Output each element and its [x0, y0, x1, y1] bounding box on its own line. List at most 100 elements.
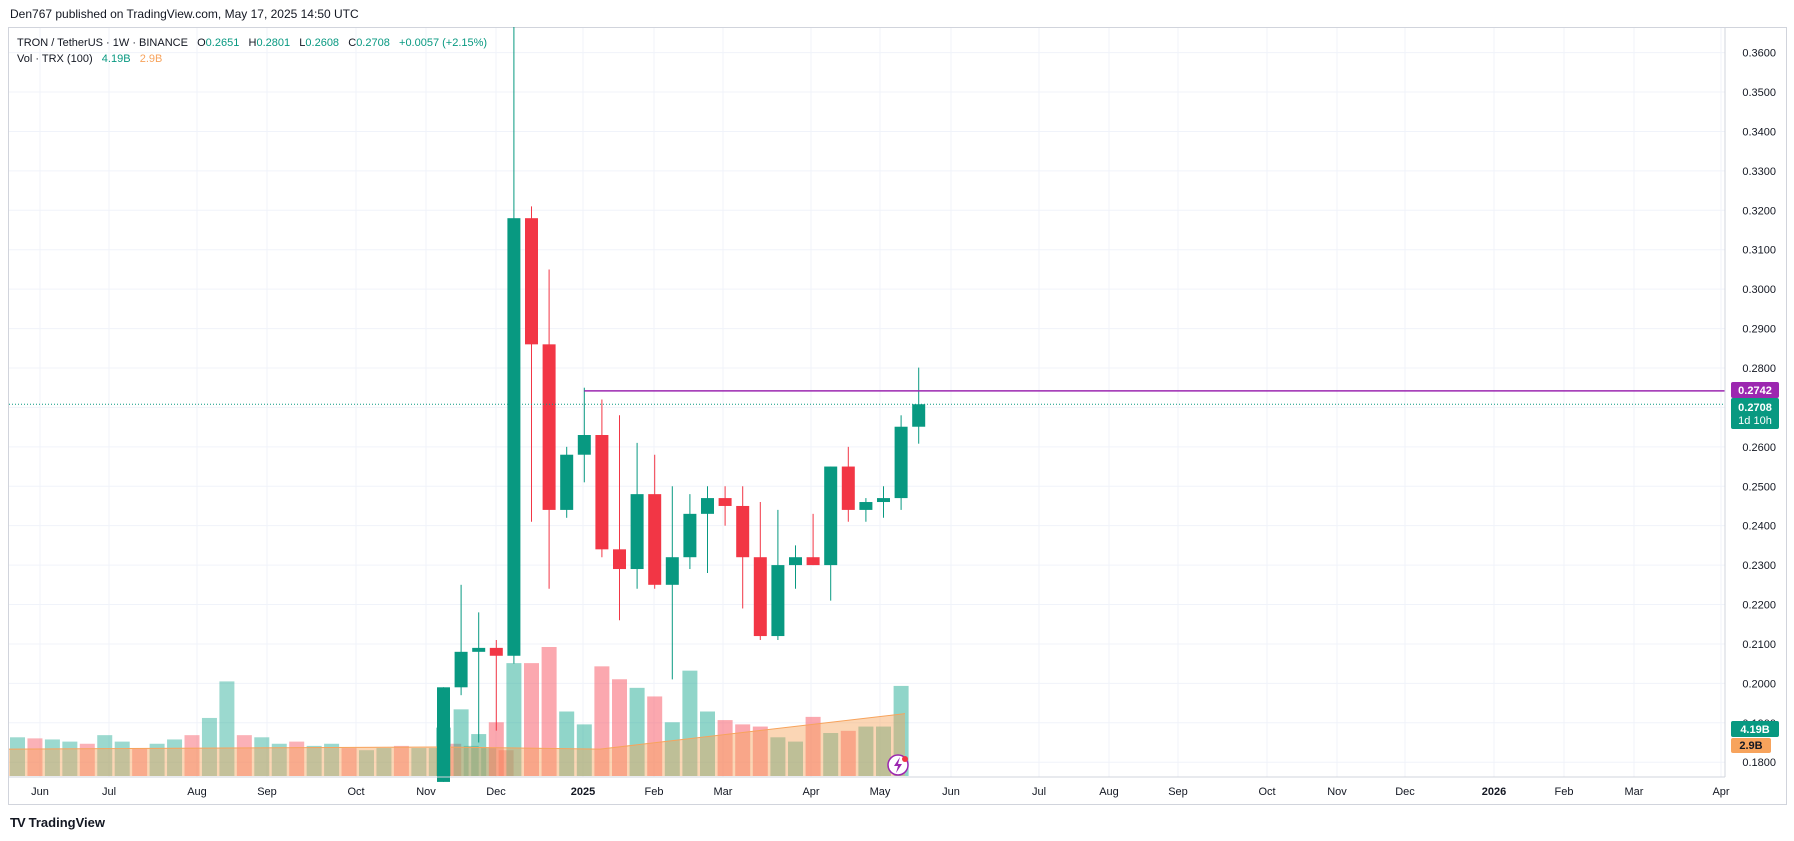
- volume-bar: [184, 735, 200, 776]
- y-tick-label: 0.2400: [1742, 521, 1776, 533]
- volume-bar: [541, 647, 557, 776]
- y-tick-label: 0.3000: [1742, 284, 1776, 296]
- vol-ma-badge-text: 2.9B: [1739, 740, 1762, 752]
- x-tick-label: Aug: [187, 786, 207, 798]
- volume-bar: [201, 717, 217, 776]
- x-tick-label: Nov: [1327, 786, 1347, 798]
- volume-bar: [149, 743, 165, 776]
- candle-body: [542, 344, 556, 510]
- y-tick-label: 0.2000: [1742, 678, 1776, 690]
- candle-body: [507, 218, 521, 656]
- time-axis: Jun Jul Aug Sep Oct Nov Dec 2025 Feb Mar Apr May Jun…: [9, 776, 1730, 798]
- candle-body: [789, 557, 802, 566]
- volume-bar: [132, 748, 148, 776]
- candle-body: [472, 647, 486, 652]
- ohlc-row: TRON / TetherUS · 1W · BINANCE O0.2651 H…: [17, 35, 487, 51]
- volume-ma-area: [9, 713, 905, 776]
- candle-body: [824, 466, 838, 566]
- symbol-label[interactable]: TRON / TetherUS · 1W · BINANCE: [17, 37, 188, 49]
- x-tick-label: Apr: [1712, 786, 1729, 798]
- change-value: +0.0057 (+2.15%): [399, 37, 488, 49]
- x-tick-label: Apr: [802, 786, 819, 798]
- low-label: L: [299, 37, 306, 49]
- volume-bar: [393, 745, 409, 776]
- volume-bar: [219, 681, 235, 776]
- lightning-icon[interactable]: [887, 754, 909, 776]
- x-tick-label: Oct: [347, 786, 364, 798]
- last-price-badge-text: 0.2708: [1738, 402, 1772, 414]
- y-tick-label: 0.2200: [1742, 600, 1776, 612]
- volume-bar: [647, 696, 663, 776]
- x-tick-label: Dec: [1395, 786, 1415, 798]
- x-tick-label: 2025: [571, 786, 595, 798]
- x-tick-label: Aug: [1099, 786, 1119, 798]
- x-tick-label: Jul: [102, 786, 116, 798]
- tradingview-brand[interactable]: TV TradingView: [10, 815, 105, 830]
- candle-body: [489, 647, 503, 656]
- candles: [437, 27, 926, 782]
- x-tick-label: Oct: [1258, 786, 1275, 798]
- x-tick-label: Feb: [645, 786, 664, 798]
- x-tick-label: Sep: [1168, 786, 1188, 798]
- y-tick-label: 0.2500: [1742, 481, 1776, 493]
- volume-bar: [858, 726, 874, 776]
- candle-body: [665, 557, 679, 585]
- candle-body: [877, 498, 890, 503]
- x-tick-label: Jun: [942, 786, 960, 798]
- volume-bar: [289, 741, 305, 776]
- level-badge-text: 0.2742: [1738, 385, 1772, 397]
- close-label: C: [348, 37, 357, 49]
- volume-bar: [805, 716, 821, 776]
- volume-bar: [629, 687, 645, 776]
- level-badge: [1731, 382, 1779, 398]
- volume-bar: [10, 737, 25, 776]
- volume-bar: [682, 670, 698, 776]
- open-label: O: [197, 37, 206, 49]
- candle-body: [841, 466, 855, 510]
- vol-badge: [1731, 721, 1779, 737]
- volume-ma-value: 2.9B: [139, 53, 163, 65]
- volume-bar: [359, 750, 374, 776]
- y-tick-label: 0.1800: [1742, 757, 1776, 769]
- x-tick-label: Jun: [31, 786, 49, 798]
- x-tick-label: Mar: [1625, 786, 1644, 798]
- volume-bar: [735, 724, 751, 776]
- y-tick-label: 0.3300: [1742, 166, 1776, 178]
- y-tick-label: 0.2900: [1742, 324, 1776, 336]
- candle-body: [753, 557, 767, 637]
- x-tick-label: Jul: [1032, 786, 1046, 798]
- volume-label[interactable]: Vol · TRX (100): [17, 53, 93, 65]
- volume-bar: [893, 685, 909, 776]
- x-tick-label: Feb: [1555, 786, 1574, 798]
- volume-bar: [612, 679, 627, 776]
- volume-bar: [97, 735, 113, 776]
- candle-body: [894, 426, 908, 499]
- candle-body: [736, 505, 750, 558]
- vol-ma-badge: [1731, 738, 1771, 753]
- y-tick-label: 0.3100: [1742, 245, 1776, 257]
- volume-bar: [376, 748, 392, 776]
- volume-value: 4.19B: [101, 53, 131, 65]
- price-axis: 0.3600 0.3500 0.3400 0.3300 0.3200 0.3100 0.30…: [1724, 28, 1776, 777]
- candle-body: [437, 687, 450, 782]
- volume-bar: [664, 722, 680, 776]
- candle-body: [912, 404, 926, 427]
- x-tick-label: Nov: [416, 786, 436, 798]
- candle-body: [525, 218, 538, 345]
- volume-bar: [700, 711, 715, 776]
- x-tick-label: 2026: [1482, 786, 1506, 798]
- candle-body: [613, 549, 626, 570]
- levels: [9, 390, 1725, 405]
- volume-bar: [411, 748, 427, 776]
- volume-bar: [876, 726, 891, 776]
- volume-bar: [823, 733, 839, 776]
- volume-row: Vol · TRX (100) 4.19B 2.9B: [17, 51, 487, 67]
- candle-body: [859, 502, 873, 510]
- close-value: 0.2708: [356, 37, 390, 49]
- volume-bar: [236, 735, 252, 776]
- volume-bar: [324, 743, 340, 776]
- y-tick-label: 0.3200: [1742, 205, 1776, 217]
- volume-bar: [62, 741, 78, 776]
- low-value: 0.2608: [305, 37, 340, 49]
